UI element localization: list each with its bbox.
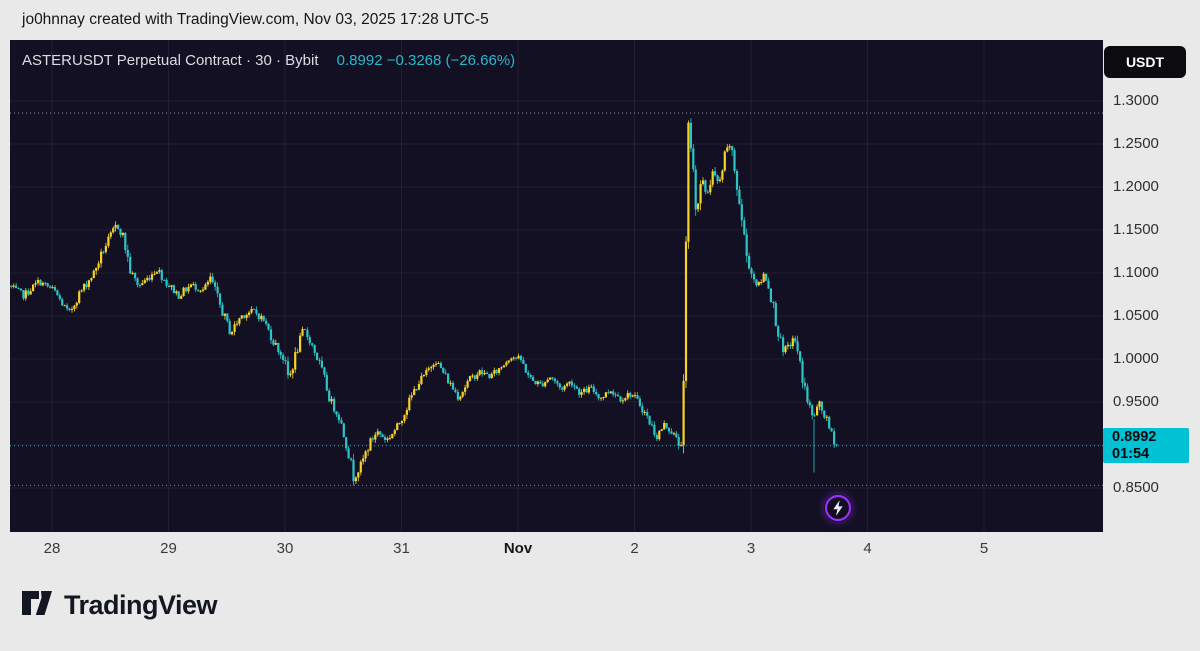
price-axis-label: 1.0500 (1113, 307, 1159, 324)
chart-area[interactable]: ASTERUSDT Perpetual Contract · 30 · Bybi… (10, 40, 1103, 532)
price-axis[interactable]: 0.8992 01:54 1.3000 1.2500 1.2000 1.1500 1.1… (1103, 40, 1200, 532)
price-axis-label: 0.8500 (1113, 479, 1159, 496)
footer: TradingView (0, 565, 1200, 651)
chart-legend: ASTERUSDT Perpetual Contract · 30 · Bybi… (22, 52, 515, 69)
bar-countdown: 01:54 (1112, 445, 1150, 462)
tradingview-logo[interactable]: TradingView (20, 589, 218, 622)
time-axis-label: 4 (863, 540, 872, 557)
brand-name: TradingView (64, 590, 218, 620)
time-axis-label: 28 (43, 540, 61, 557)
price-change-text: 0.8992 −0.3268 (−26.66%) (336, 52, 516, 69)
time-axis-label: 29 (160, 540, 177, 557)
time-axis-label: 2 (630, 540, 639, 557)
time-axis-label: Nov (503, 540, 533, 557)
price-axis-label: 1.3000 (1113, 92, 1159, 109)
price-axis-label: 0.9500 (1113, 393, 1159, 410)
price-axis-label: 1.1000 (1113, 264, 1159, 281)
tradingview-mark-icon (20, 589, 54, 622)
time-axis-label: 31 (393, 540, 410, 557)
time-axis-label: 30 (276, 540, 294, 557)
symbol-title: ASTERUSDT Perpetual Contract · 30 · Bybi… (22, 52, 319, 69)
attribution-bar: jo0hnnay created with TradingView.com, N… (0, 0, 1200, 40)
time-axis-label: 5 (979, 540, 989, 557)
last-price-value: 0.8992 (1112, 429, 1157, 446)
price-axis-label: 1.2500 (1113, 135, 1159, 152)
time-axis-label: 3 (746, 540, 756, 557)
price-axis-label: 1.0000 (1113, 350, 1159, 367)
flash-button[interactable] (824, 494, 852, 522)
price-axis-label: 1.1500 (1113, 221, 1159, 238)
candlestick-chart[interactable] (10, 40, 1103, 532)
time-axis[interactable]: 28 29 30 31 Nov 2 3 4 5 (10, 532, 1103, 565)
price-axis-label: 1.2000 (1113, 178, 1159, 195)
lightning-icon (824, 494, 852, 525)
attribution-text: jo0hnnay created with TradingView.com, N… (22, 11, 489, 28)
currency-toggle-button[interactable]: USDT (1104, 46, 1186, 78)
last-price-badge: 0.8992 01:54 (1103, 428, 1189, 464)
